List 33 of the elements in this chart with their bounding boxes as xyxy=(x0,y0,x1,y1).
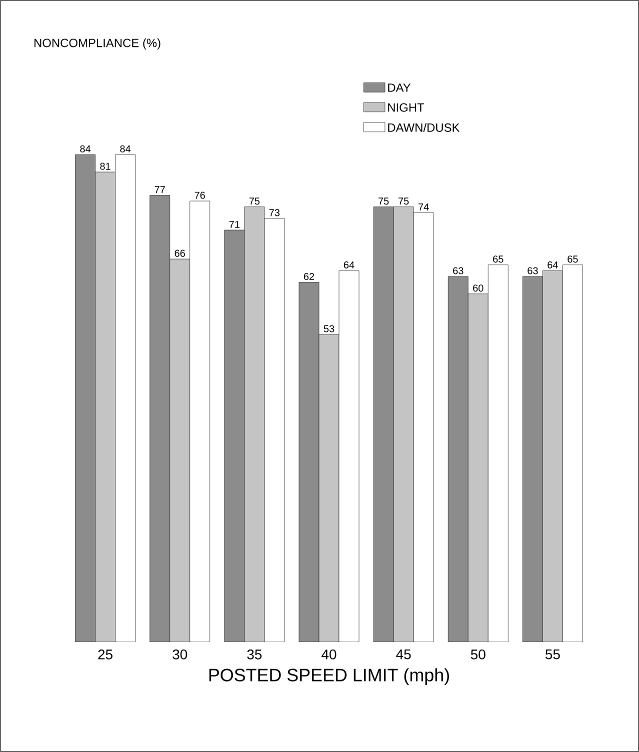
chart-title: NONCOMPLIANCE (%) xyxy=(34,38,160,50)
x-tick-label: 50 xyxy=(470,650,486,660)
data-label: 75 xyxy=(398,198,409,205)
x-tick-label: 35 xyxy=(247,650,262,660)
data-label: 60 xyxy=(473,284,484,292)
data-label: 64 xyxy=(548,261,558,268)
data-label: 65 xyxy=(493,256,504,263)
data-label: 75 xyxy=(378,198,389,205)
legend-label: NIGHT xyxy=(388,103,424,112)
x-tick-label: 30 xyxy=(172,650,188,660)
data-label: 64 xyxy=(344,261,354,268)
x-tick-label: 25 xyxy=(98,650,112,660)
x-axis-title: POSTED SPEED LIMIT (mph) xyxy=(209,668,449,685)
data-label: 71 xyxy=(229,220,240,228)
legend-label: DAY xyxy=(388,84,411,92)
x-tick-label: 55 xyxy=(546,650,560,660)
x-tick-label: 45 xyxy=(396,650,411,660)
legend-label: DAWN/DUSK xyxy=(388,123,460,132)
data-label: 77 xyxy=(154,186,165,194)
data-label: 65 xyxy=(568,256,578,263)
data-label: 73 xyxy=(269,209,280,216)
data-label: 76 xyxy=(194,192,205,199)
data-label: 66 xyxy=(174,250,185,257)
x-tick-label: 40 xyxy=(322,650,336,660)
data-label: 53 xyxy=(324,325,334,332)
data-label: 81 xyxy=(100,162,110,170)
data-label: 84 xyxy=(120,145,131,152)
data-label: 74 xyxy=(418,204,429,210)
data-label: 63 xyxy=(528,267,538,274)
data-label: 84 xyxy=(80,145,91,152)
data-label: 63 xyxy=(453,267,464,274)
data-label: 62 xyxy=(304,272,314,280)
data-label: 75 xyxy=(249,198,260,205)
